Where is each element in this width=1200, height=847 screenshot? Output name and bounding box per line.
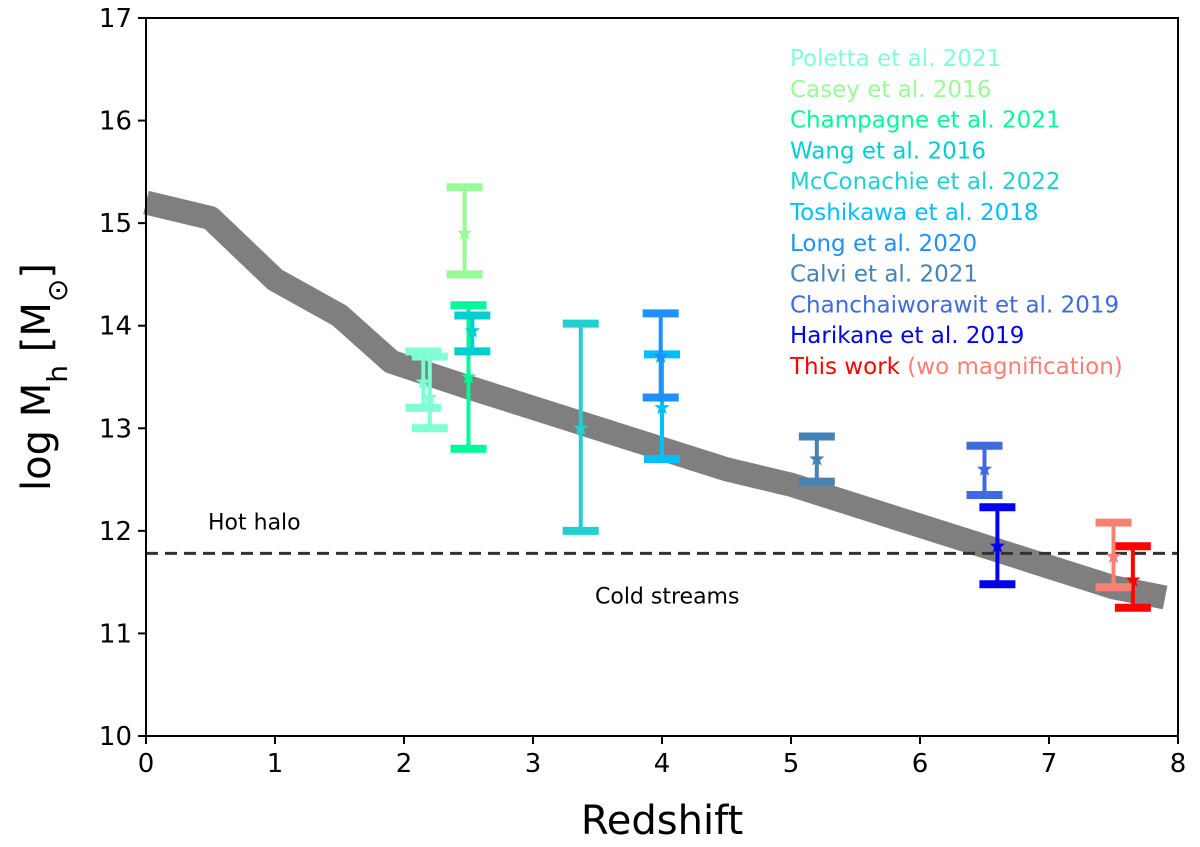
legend-entry-5: Toshikawa et al. 2018 [789, 200, 1039, 226]
y-tick-label: 17 [99, 4, 132, 34]
data-series [405, 183, 1151, 612]
series-1 [446, 183, 483, 279]
data-point [415, 374, 431, 389]
series-3 [454, 311, 491, 356]
legend-entry-2: Champagne et al. 2021 [790, 108, 1061, 134]
data-point [809, 451, 825, 466]
series-11 [1095, 518, 1132, 592]
y-axis-title: log Mh [M⊙] [14, 263, 74, 491]
legend-entry-10: This work (wo magnification) [789, 354, 1123, 380]
threshold-line-group: Hot halo Cold streams [146, 510, 1178, 609]
series-8 [966, 441, 1003, 499]
y-tick-label: 10 [99, 722, 132, 752]
x-tick-label: 0 [138, 749, 155, 779]
series-10 [1114, 542, 1151, 612]
data-point [653, 348, 669, 363]
legend-entry-4: McConachie et al. 2022 [790, 169, 1061, 195]
legend-entry-8: Chanchaiworawit et al. 2019 [790, 292, 1119, 318]
data-point [464, 322, 480, 338]
series-7 [798, 432, 835, 486]
legend-entry-3: Wang et al. 2016 [790, 138, 986, 164]
x-tick-label: 6 [912, 749, 929, 779]
y-tick-label: 12 [99, 517, 132, 547]
y-tick-label: 13 [99, 414, 132, 444]
x-tick-label: 7 [1041, 749, 1058, 779]
data-point [654, 399, 670, 415]
data-point [422, 389, 438, 404]
series-4 [562, 319, 599, 535]
legend-entry-6: Long et al. 2020 [790, 231, 977, 257]
hot-halo-label: Hot halo [208, 510, 301, 535]
data-point [1125, 572, 1141, 587]
legend-entry-7: Calvi et al. 2021 [790, 262, 978, 288]
y-tick-label: 16 [99, 107, 132, 137]
y-tick-label: 14 [99, 312, 132, 342]
y-tick-label: 11 [99, 619, 132, 649]
x-tick-label: 4 [654, 749, 671, 779]
y-tick-label: 15 [99, 209, 132, 239]
x-tick-label: 3 [525, 749, 542, 779]
data-point [989, 538, 1005, 553]
data-point [457, 225, 473, 240]
series-6 [642, 309, 679, 402]
x-tick-label: 5 [783, 749, 800, 779]
series-9 [979, 503, 1016, 589]
cold-streams-label: Cold streams [595, 584, 739, 609]
data-point [573, 420, 589, 435]
series-0 [405, 347, 448, 433]
data-point [460, 369, 477, 384]
data-point [1105, 548, 1122, 563]
legend-entry-1: Casey et al. 2016 [790, 77, 991, 103]
data-point [976, 461, 993, 476]
x-axis-title: Redshift [581, 798, 743, 844]
x-tick-label: 8 [1170, 749, 1187, 779]
legend-entry-9: Harikane et al. 2019 [790, 323, 1024, 349]
legend-entry-0: Poletta et al. 2021 [790, 46, 1001, 72]
x-tick-label: 1 [267, 749, 284, 779]
x-tick-label: 2 [396, 749, 413, 779]
legend: Poletta et al. 2021 Casey et al. 2016 Cham… [789, 46, 1123, 380]
